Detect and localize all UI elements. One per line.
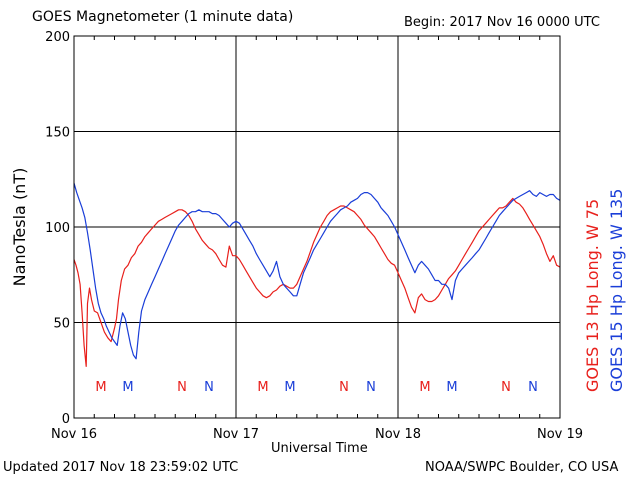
mn-marker: M: [95, 380, 106, 395]
x-tick-label: Nov 18: [375, 427, 421, 442]
mn-marker: M: [284, 380, 295, 395]
mn-marker: N: [177, 380, 187, 395]
mn-marker: M: [446, 380, 457, 395]
begin-time-label: Begin: 2017 Nov 16 0000 UTC: [404, 15, 600, 30]
y-tick-label: 100: [45, 221, 70, 236]
mn-marker: M: [257, 380, 268, 395]
x-tick-label: Nov 19: [537, 427, 583, 442]
x-tick-label: Nov 17: [213, 427, 259, 442]
y-tick-label: 150: [45, 126, 70, 141]
mn-marker: N: [501, 380, 511, 395]
chart-title: GOES Magnetometer (1 minute data): [32, 9, 294, 25]
series-line-goes13: [73, 197, 561, 367]
legend-goes15: GOES 15 Hp Long. W 135: [607, 188, 626, 392]
mn-marker: N: [528, 380, 538, 395]
legend-goes13: GOES 13 Hp Long. W 75: [583, 198, 602, 392]
mn-marker: N: [204, 380, 214, 395]
series-line-goes15: [73, 182, 561, 360]
updated-timestamp: Updated 2017 Nov 18 23:59:02 UTC: [3, 460, 239, 475]
y-axis-label: NanoTesla (nT): [10, 168, 29, 287]
mn-marker: M: [419, 380, 430, 395]
mn-marker: N: [366, 380, 376, 395]
credit-label: NOAA/SWPC Boulder, CO USA: [425, 460, 619, 475]
y-tick-label: 50: [53, 317, 70, 332]
y-tick-label: 200: [45, 30, 70, 45]
mn-marker: M: [122, 380, 133, 395]
y-tick-label: 0: [62, 412, 70, 427]
x-tick-label: Nov 16: [51, 427, 97, 442]
x-axis-label: Universal Time: [271, 441, 368, 456]
mn-marker: N: [339, 380, 349, 395]
